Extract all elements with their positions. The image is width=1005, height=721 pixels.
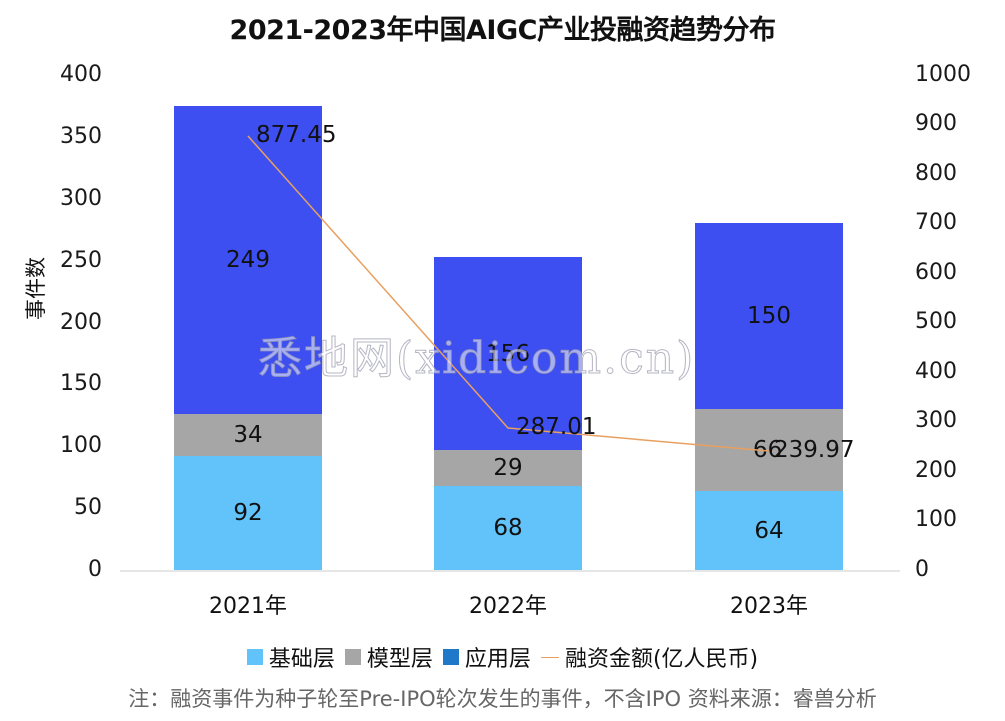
left-tick: 350 — [60, 124, 102, 149]
right-tick: 300 — [915, 408, 957, 433]
legend-item-base[interactable]: 基础层 — [246, 641, 335, 673]
bar-segment-model: 29 — [434, 450, 582, 486]
bar-segment-base: 92 — [174, 456, 322, 570]
chart-title: 2021-2023年中国AIGC产业投融资趋势分布 — [229, 15, 776, 46]
left-tick: 200 — [60, 310, 102, 335]
x-category: 2022年 — [469, 594, 547, 619]
legend-swatch-base — [246, 649, 263, 665]
bar-segment-model: 66 — [695, 409, 843, 491]
x-category: 2021年 — [209, 594, 287, 619]
line-label-2022: 287.01 — [516, 414, 597, 440]
bar-value-app: 156 — [486, 340, 530, 367]
line-label-2023: 239.97 — [774, 437, 855, 463]
right-tick: 1000 — [915, 62, 971, 87]
left-tick: 300 — [60, 186, 102, 211]
left-tick: 150 — [60, 371, 102, 396]
right-tick: 100 — [915, 507, 957, 532]
left-tick: 50 — [74, 495, 102, 520]
bar-value-app: 249 — [226, 247, 270, 273]
bar-2023: 150 66 64 — [695, 223, 843, 570]
legend-item-model[interactable]: 模型层 — [344, 641, 433, 673]
bar-value-base: 92 — [233, 500, 263, 526]
left-tick: 400 — [60, 62, 102, 87]
right-tick: 500 — [915, 309, 957, 334]
left-tick: 100 — [60, 433, 102, 458]
legend-label: 模型层 — [366, 647, 433, 672]
x-axis-line — [120, 570, 900, 572]
bar-segment-model: 34 — [174, 414, 322, 456]
right-tick: 900 — [915, 111, 957, 136]
bar-value-app: 150 — [747, 303, 791, 329]
left-tick: 250 — [60, 248, 102, 273]
bar-segment-app: 150 — [695, 223, 843, 409]
bar-segment-app: 156 — [434, 257, 582, 450]
left-tick: 0 — [88, 557, 102, 582]
line-label-2021: 877.45 — [256, 122, 337, 148]
x-category: 2023年 — [730, 594, 808, 619]
legend: 基础层 模型层 应用层 融资金额(亿人民币) — [0, 641, 1005, 673]
bar-segment-app: 249 — [174, 106, 322, 414]
legend-item-app[interactable]: 应用层 — [442, 641, 531, 673]
legend-label: 融资金额(亿人民币) — [564, 647, 759, 672]
legend-swatch-line — [540, 656, 559, 658]
legend-label: 基础层 — [268, 647, 335, 672]
right-tick: 700 — [915, 210, 957, 235]
legend-swatch-model — [344, 649, 361, 665]
right-tick: 200 — [915, 458, 957, 483]
right-tick: 800 — [915, 161, 957, 186]
legend-swatch-app — [442, 649, 459, 665]
right-tick: 0 — [915, 557, 929, 582]
right-tick: 400 — [915, 359, 957, 384]
bar-2022: 156 29 68 — [434, 257, 582, 570]
legend-label: 应用层 — [464, 647, 531, 672]
right-tick: 600 — [915, 260, 957, 285]
watermark: 悉地网(xidicom.cn) — [257, 333, 696, 385]
bar-value-base: 68 — [493, 515, 523, 541]
bar-value-base: 64 — [754, 517, 784, 544]
bar-segment-base: 64 — [695, 491, 843, 570]
legend-item-amount[interactable]: 融资金额(亿人民币) — [540, 641, 759, 673]
bar-segment-base: 68 — [434, 486, 582, 570]
footnote: 注：融资事件为种子轮至Pre-IPO轮次发生的事件，不含IPO 资料来源：睿兽分… — [128, 687, 877, 711]
bar-value-model: 29 — [493, 455, 523, 481]
bar-value-model: 34 — [233, 422, 263, 448]
bar-2021: 249 34 92 — [174, 106, 322, 570]
